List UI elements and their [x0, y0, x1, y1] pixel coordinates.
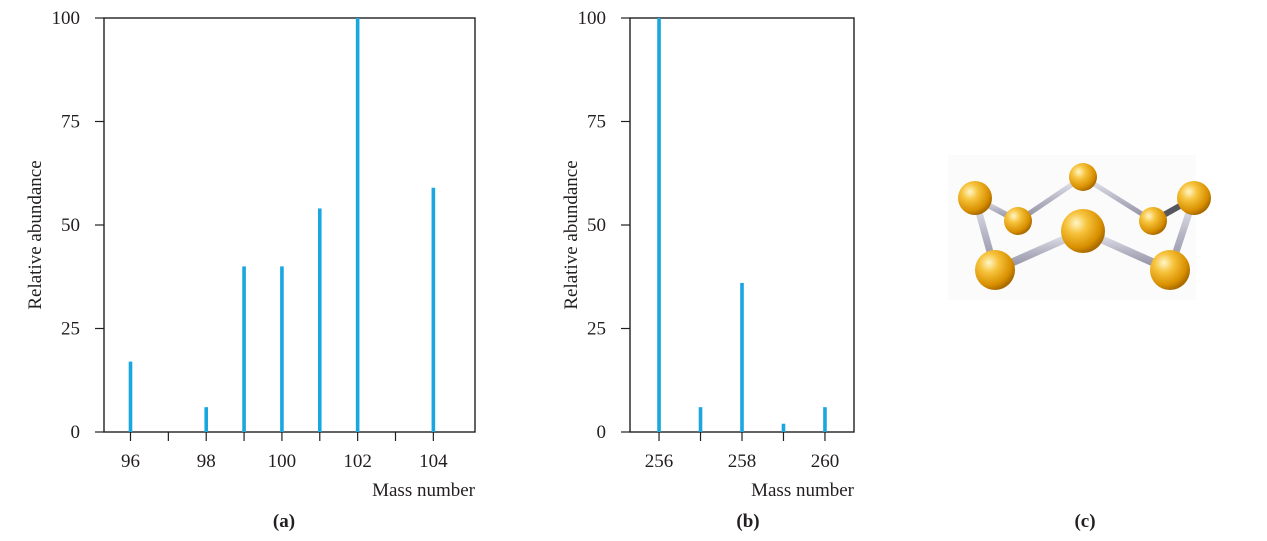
atom — [1069, 163, 1097, 191]
y-tick-label: 25 — [587, 319, 606, 340]
bar — [431, 187, 436, 432]
bar — [355, 18, 360, 432]
panel-label-a: (a) — [273, 511, 295, 532]
x-axis-title-a: Mass number — [372, 480, 476, 501]
bar — [657, 18, 661, 432]
panel-label-c: (c) — [1074, 511, 1095, 532]
y-tick-label: 25 — [61, 319, 80, 340]
y-tick-label: 50 — [587, 215, 606, 236]
x-tick-label: 98 — [197, 451, 216, 472]
y-axis-title-b: Relative abundance — [561, 160, 582, 309]
atom — [1177, 181, 1211, 215]
y-tick-label: 50 — [61, 215, 80, 236]
chart-b: 0 25 50 75 100 256 258 260 Mass number Relative… — [561, 8, 855, 532]
bar — [204, 407, 209, 432]
panel-label-b: (b) — [736, 511, 759, 532]
atom — [975, 250, 1015, 290]
bar — [128, 361, 133, 432]
atom — [1061, 209, 1105, 253]
x-tick-label: 260 — [811, 451, 840, 472]
y-axis-title-a: Relative abundance — [25, 160, 46, 309]
x-tick-label: 102 — [343, 451, 372, 472]
atom — [958, 181, 992, 215]
bar — [280, 266, 284, 432]
y-tick-label: 75 — [61, 112, 80, 133]
x-tick-label: 104 — [419, 451, 448, 472]
plot-area-border — [103, 17, 476, 433]
atom — [1150, 250, 1190, 290]
y-tick-label: 75 — [587, 112, 606, 133]
bars-b — [657, 18, 827, 432]
bar — [781, 423, 786, 432]
bars-a — [128, 18, 436, 432]
x-tick-label: 96 — [121, 451, 140, 472]
x-tick-label: 100 — [268, 451, 297, 472]
atom — [1004, 207, 1032, 235]
bar — [698, 407, 703, 432]
y-tick-label: 100 — [52, 8, 81, 29]
bar — [740, 282, 744, 432]
plot-frame-a — [103, 17, 476, 433]
ticks-b: 0 25 50 75 100 256 258 260 — [578, 8, 840, 472]
ticks-a: 0 25 50 75 100 96 98 100 102 104 — [52, 8, 449, 472]
y-tick-label: 0 — [597, 422, 607, 443]
x-tick-label: 258 — [728, 451, 757, 472]
chart-a: 0 25 50 75 100 96 98 100 102 104 Mass number Rela… — [25, 8, 476, 532]
y-tick-label: 0 — [71, 422, 81, 443]
y-tick-label: 100 — [578, 8, 607, 29]
atom — [1139, 207, 1167, 235]
s8-ring-model-icon — [948, 155, 1211, 300]
bar — [823, 407, 827, 432]
bar — [242, 266, 246, 432]
bar — [317, 208, 322, 432]
x-tick-label: 256 — [645, 451, 674, 472]
x-axis-title-b: Mass number — [751, 480, 855, 501]
